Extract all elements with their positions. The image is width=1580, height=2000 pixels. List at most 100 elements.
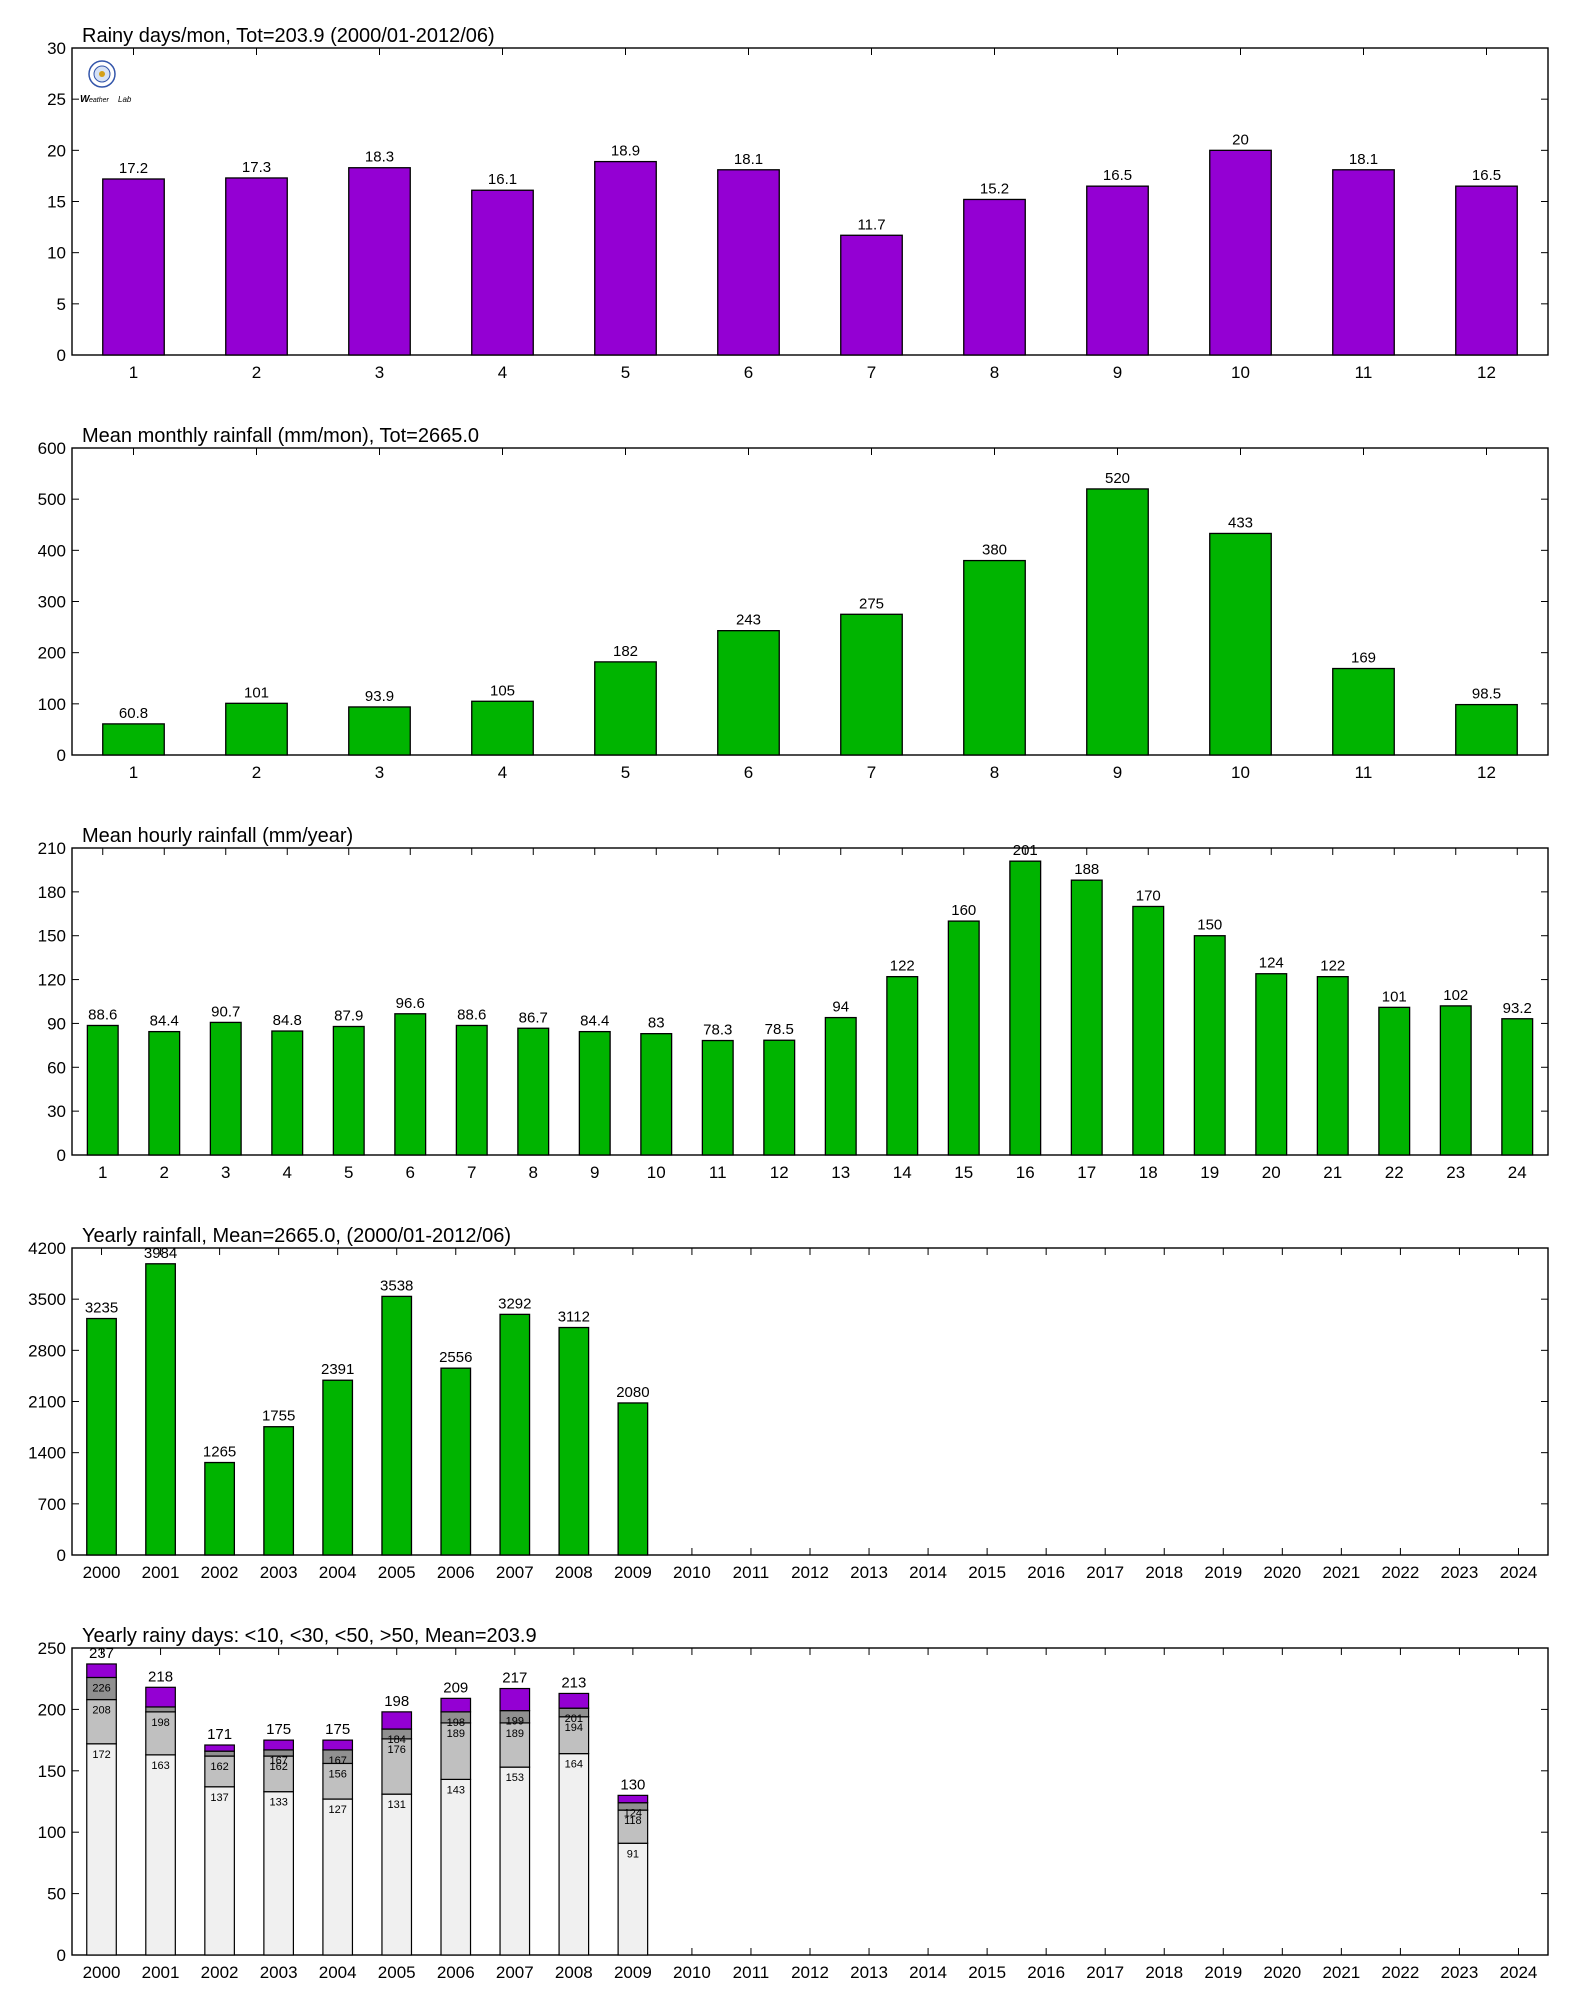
stacked-bar-segment [322, 1798, 354, 1956]
stacked-bar-segment [381, 1711, 413, 1730]
x-tick-label: 2018 [1145, 1563, 1183, 1582]
bar-value-label: 17.2 [119, 160, 148, 177]
bar [717, 630, 780, 756]
x-tick-label: 5 [344, 1163, 353, 1182]
bar [594, 160, 657, 356]
x-tick-label: 4 [283, 1163, 292, 1182]
y-tick-label: 100 [38, 1823, 66, 1842]
bar [1332, 169, 1395, 356]
chart-rainy-days-per-month: Rainy days/mon, Tot=203.9 (2000/01-2012/… [47, 25, 1549, 382]
bar-total-label: 213 [561, 1674, 586, 1691]
weather-lab-logo-icon: W eather Lab [80, 60, 132, 105]
stacked-bar-segment [204, 1786, 235, 1956]
chart-title: Mean hourly rainfall (mm/year) [82, 825, 353, 847]
bar-value-label: 3112 [558, 1309, 590, 1326]
y-tick-label: 300 [38, 593, 66, 612]
x-tick-label: 2017 [1086, 1563, 1124, 1582]
y-tick-label: 60 [47, 1058, 66, 1077]
bar-value-label: 2391 [321, 1361, 354, 1378]
stacked-bar-segment [145, 1706, 176, 1713]
x-tick-label: 4 [498, 763, 507, 782]
bar-value-label: 122 [1320, 958, 1345, 975]
y-tick-label: 150 [38, 927, 66, 946]
x-tick-label: 24 [1508, 1163, 1527, 1182]
y-tick-label: 0 [57, 1146, 66, 1165]
x-tick-label: 2013 [850, 1563, 888, 1582]
y-tick-label: 200 [38, 1700, 66, 1719]
x-tick-label: 2004 [319, 1563, 357, 1582]
bar-value-label: 433 [1228, 514, 1253, 531]
bar [824, 1016, 857, 1156]
bar [517, 1027, 550, 1156]
stacked-bar-segment [86, 1663, 117, 1679]
segment-value-label: 226 [92, 1682, 110, 1694]
segment-value-label: 143 [447, 1784, 465, 1796]
x-tick-label: 2014 [909, 1963, 947, 1982]
stacked-bar-segment [381, 1793, 413, 1956]
bar [471, 700, 534, 756]
x-tick-label: 5 [621, 763, 630, 782]
bar-value-label: 160 [951, 902, 976, 919]
y-tick-label: 25 [47, 90, 66, 109]
x-tick-label: 6 [406, 1163, 415, 1182]
x-tick-label: 20 [1262, 1163, 1281, 1182]
bar-total-label: 171 [207, 1726, 232, 1743]
x-tick-label: 17 [1077, 1163, 1096, 1182]
x-tick-label: 2 [252, 763, 261, 782]
bar [394, 1013, 427, 1156]
x-tick-label: 7 [867, 763, 876, 782]
bar-value-label: 201 [1013, 842, 1038, 859]
bar-value-label: 1265 [203, 1444, 236, 1461]
bar-value-label: 20 [1232, 131, 1249, 148]
x-tick-label: 2023 [1441, 1963, 1479, 1982]
x-tick-label: 2023 [1441, 1563, 1479, 1582]
bar [271, 1030, 304, 1156]
x-tick-label: 2021 [1322, 1563, 1360, 1582]
bar-value-label: 16.5 [1472, 167, 1501, 184]
stacked-bar-segment [499, 1766, 531, 1956]
x-tick-label: 23 [1446, 1163, 1465, 1182]
plot-area-frame [71, 847, 1549, 1156]
x-tick-label: 2006 [437, 1963, 475, 1982]
bar [717, 169, 780, 356]
y-tick-label: 0 [57, 346, 66, 365]
segment-value-label: 184 [388, 1734, 406, 1746]
y-tick-label: 2100 [28, 1393, 66, 1412]
stacked-bar-segment [617, 1842, 649, 1956]
stacked-bar-segment [145, 1686, 176, 1708]
plot-area-frame [71, 47, 1549, 356]
x-tick-label: 2020 [1263, 1963, 1301, 1982]
x-tick-label: 10 [1231, 363, 1250, 382]
bar-value-label: 18.1 [1349, 151, 1378, 168]
bar-value-label: 2556 [439, 1349, 472, 1366]
bar-value-label: 86.7 [519, 1009, 548, 1026]
bar [145, 1263, 176, 1556]
segment-value-label: 194 [565, 1722, 583, 1734]
x-tick-label: 2013 [850, 1963, 888, 1982]
bar-value-label: 94 [832, 999, 849, 1016]
segment-value-label: 153 [506, 1772, 524, 1784]
stacked-bar-segment [86, 1743, 117, 1956]
bar [947, 920, 980, 1156]
x-tick-label: 12 [770, 1163, 789, 1182]
stacked-bar-segment [263, 1739, 295, 1751]
bar [578, 1030, 611, 1156]
x-tick-label: 22 [1385, 1163, 1404, 1182]
x-tick-label: 2003 [260, 1963, 298, 1982]
x-tick-label: 2005 [378, 1963, 416, 1982]
chart-title: Yearly rainy days: <10, <30, <50, >50, M… [82, 1625, 537, 1647]
x-tick-label: 8 [990, 763, 999, 782]
bar-value-label: 18.1 [734, 151, 763, 168]
y-tick-label: 180 [38, 883, 66, 902]
y-tick-label: 0 [57, 1946, 66, 1965]
x-tick-label: 12 [1477, 763, 1496, 782]
x-tick-label: 9 [1113, 363, 1122, 382]
x-tick-label: 21 [1323, 1163, 1342, 1182]
bar-value-label: 83 [648, 1015, 665, 1032]
bar [963, 198, 1026, 356]
x-tick-label: 2015 [968, 1963, 1006, 1982]
bar-value-label: 18.3 [365, 149, 394, 166]
bar [209, 1021, 242, 1156]
x-tick-label: 9 [1113, 763, 1122, 782]
bar-value-label: 16.5 [1103, 167, 1132, 184]
